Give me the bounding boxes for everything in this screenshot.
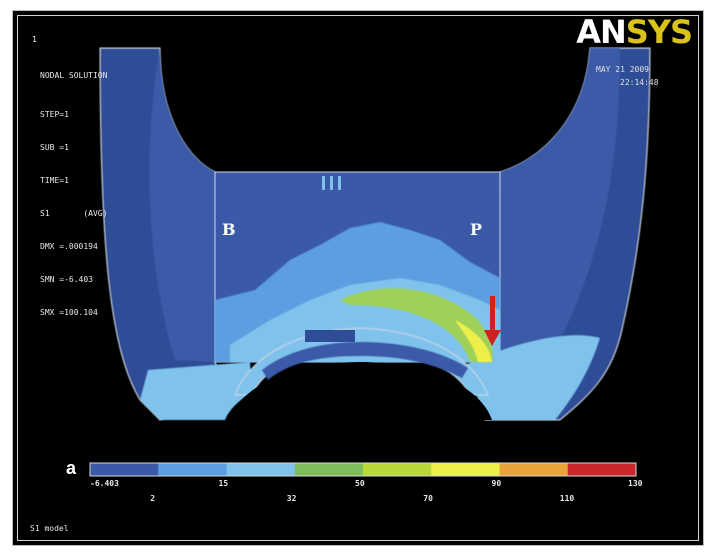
legend-tick-label: 130 (628, 479, 643, 488)
legend-swatch (90, 463, 159, 476)
ansys-logo: ANSYS (576, 13, 693, 51)
model-caption: S1 model (30, 524, 69, 533)
label-buccal: B (222, 220, 236, 239)
stress-hotspot (455, 320, 492, 362)
info-line: DMX =.000194 (40, 242, 98, 251)
legend-swatch (363, 463, 432, 476)
panel-label: a (66, 458, 77, 478)
logo-part-1: AN (576, 13, 627, 51)
info-line: SMX =100.104 (40, 308, 98, 317)
legend-swatch (294, 463, 364, 476)
info-line: SUB =1 (40, 143, 69, 152)
info-line: TIME=1 (40, 176, 69, 185)
info-line: NODAL SOLUTION (40, 71, 108, 80)
legend-swatch (158, 463, 227, 476)
right-wall-inner (500, 48, 620, 352)
crown-dark-band (262, 342, 468, 380)
viewport-border (17, 15, 699, 541)
legend-tick-label: 32 (286, 494, 297, 503)
logo-part-2: SYS (625, 13, 693, 51)
legend-tick-label: 70 (423, 494, 433, 503)
down-arrow-icon (484, 296, 501, 346)
legend-swatch (226, 463, 296, 476)
legend-swatch (499, 463, 569, 476)
legend-tick-label: 15 (218, 479, 229, 488)
info-line: SMN =-6.403 (40, 275, 93, 284)
legend-tick-label: -6.403 (90, 479, 119, 488)
left-base (140, 362, 252, 420)
label-palatal: P (470, 220, 483, 239)
crown-dark-mark (305, 330, 355, 342)
cavity (230, 362, 492, 420)
legend-tick-label: 2 (150, 494, 156, 503)
info-line: STEP=1 (40, 110, 69, 119)
legend-border (89, 462, 637, 477)
time-stamp: 22:14:48 (620, 78, 659, 87)
legend-swatch (431, 463, 500, 476)
date-stamp: MAY 21 2009 (596, 65, 649, 74)
solution-info: NODAL SOLUTION STEP=1 SUB =1 TIME=1 S1 (… (40, 48, 107, 329)
stress-crescent (340, 288, 493, 362)
plot-index: 1 (32, 35, 37, 44)
legend-tick-label: 110 (559, 494, 575, 503)
legend-color-bar (89, 462, 637, 477)
legend-swatch (567, 463, 637, 476)
legend-tick-label: 50 (355, 479, 365, 488)
info-line: S1 (AVG) (40, 209, 108, 218)
left-wall-inner (149, 48, 215, 362)
legend-tick-label: 90 (491, 479, 502, 488)
